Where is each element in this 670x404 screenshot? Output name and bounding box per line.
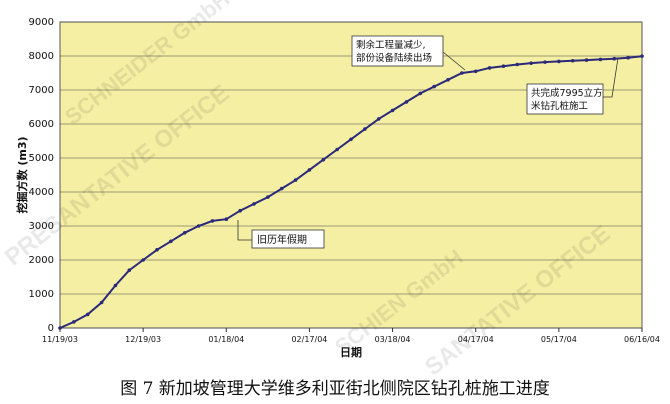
- data-point: [238, 208, 242, 213]
- data-point: [543, 60, 547, 64]
- data-point: [182, 231, 187, 235]
- y-tick-labels: 0 1000 2000 3000 4000 5000 6000 7000 8000 9000: [29, 17, 54, 334]
- data-point: [210, 219, 215, 223]
- data-point: [529, 61, 533, 65]
- y-tick-label: 1000: [29, 289, 54, 300]
- data-point: [293, 178, 298, 182]
- series-points: [58, 54, 644, 330]
- data-point: [307, 168, 312, 172]
- data-point: [640, 54, 644, 58]
- data-point: [404, 100, 409, 104]
- data-point: [72, 320, 76, 324]
- annotation-2-leader: [442, 51, 466, 71]
- plot-background: [59, 21, 643, 329]
- gridlines: [60, 21, 642, 329]
- x-tick-label: 03/18/04: [375, 335, 411, 344]
- x-tick-label: 06/16/04: [624, 335, 660, 344]
- data-point: [473, 69, 478, 74]
- annotation-1-box: [251, 229, 325, 249]
- data-point: [58, 326, 62, 330]
- y-tick-label: 4000: [29, 187, 54, 198]
- annotation-1-leader: [237, 220, 252, 241]
- data-point: [418, 91, 423, 96]
- data-point: [501, 64, 506, 68]
- annotation-1-text: 旧历年假期: [257, 233, 307, 246]
- chart-svg: 0 1000 2000 3000 4000 5000 6000 7000 8000 9000 11…: [15, 17, 660, 359]
- data-point: [279, 186, 284, 191]
- y-tick-label: 7000: [29, 85, 54, 96]
- data-point: [598, 57, 603, 62]
- data-point: [321, 157, 326, 162]
- data-point: [155, 248, 159, 252]
- x-tick-label: 01/18/04: [208, 335, 244, 344]
- data-point: [446, 78, 450, 82]
- x-tick-labels: 11/19/03 12/19/03 01/18/04 02/17/04 03/18/04…: [42, 328, 660, 344]
- data-point: [390, 108, 395, 113]
- data-point: [460, 71, 464, 75]
- data-point: [85, 312, 90, 317]
- x-tick-label: 02/17/04: [291, 335, 327, 344]
- x-tick-label: 05/17/04: [541, 335, 577, 344]
- x-tick-label: 11/19/03: [42, 335, 78, 344]
- data-point: [612, 56, 617, 61]
- y-tick-label: 2000: [29, 255, 54, 266]
- data-point: [127, 268, 132, 273]
- x-tick-label: 04/17/04: [458, 335, 494, 344]
- y-tick-label: 5000: [29, 153, 54, 164]
- data-point: [487, 66, 492, 70]
- data-point: [99, 300, 104, 305]
- y-tick-label: 6000: [29, 119, 54, 130]
- data-point: [584, 58, 589, 62]
- y-tick-label: 9000: [29, 17, 54, 28]
- annotation-2-box: [351, 35, 444, 67]
- x-axis-label: 日期: [340, 345, 362, 359]
- data-point: [570, 58, 575, 63]
- data-point: [626, 55, 630, 60]
- data-point: [349, 137, 353, 142]
- data-point: [196, 224, 201, 228]
- data-point: [432, 84, 436, 89]
- data-point: [224, 217, 229, 221]
- y-axis-label: 挖掘方数 (m3): [15, 137, 29, 214]
- data-point: [169, 239, 173, 244]
- data-point: [335, 147, 339, 152]
- annotation-3-line1: 共完成7995立方: [531, 87, 603, 99]
- data-point: [557, 59, 561, 64]
- y-tick-label: 8000: [29, 51, 54, 62]
- data-point: [141, 258, 145, 262]
- annotation-3-leader: [603, 57, 619, 98]
- annotation-2-line1: 剩余工程量减少,: [356, 39, 426, 51]
- y-tick-label: 3000: [29, 221, 54, 232]
- data-point: [266, 195, 270, 199]
- data-point: [376, 117, 381, 121]
- figure-caption: 图 7 新加坡管理大学维多利亚街北侧院区钻孔桩施工进度: [120, 379, 550, 399]
- data-point: [515, 62, 520, 67]
- annotation-3-line2: 米钻孔桩施工: [531, 100, 589, 112]
- x-tick-label: 12/19/03: [125, 335, 161, 344]
- data-point: [252, 202, 256, 206]
- annotation-2-line2: 部份设备陆续出场: [356, 52, 432, 64]
- annotation-3-box: [526, 83, 604, 115]
- data-point: [113, 283, 118, 288]
- y-tick-label: 0: [48, 323, 54, 334]
- data-point: [363, 127, 367, 131]
